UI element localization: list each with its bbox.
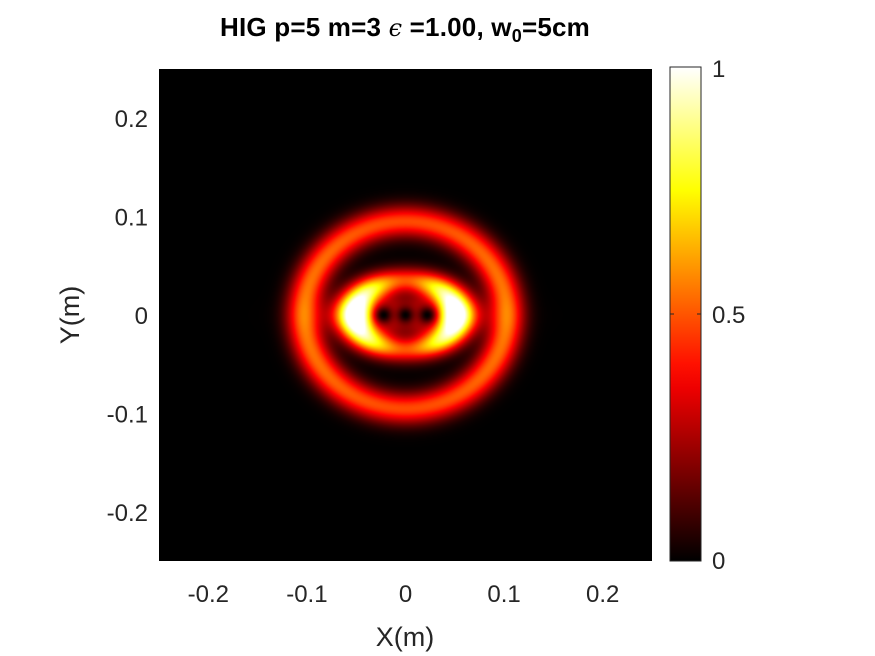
y-tick-label: 0 <box>135 303 148 330</box>
colorbar-ticks: 00.51 <box>670 56 745 575</box>
colorbar-tick-label: 0 <box>712 548 725 575</box>
y-tick-label: 0.2 <box>115 106 148 133</box>
x-axis-label: X(m) <box>376 622 434 652</box>
y-axis-ticks: 0.2 0.1 0 -0.1 -0.2 <box>107 106 148 527</box>
heatmap-image <box>159 69 652 561</box>
y-tick-label: -0.1 <box>107 401 148 428</box>
x-tick-label: 0.1 <box>487 581 520 608</box>
y-tick-label: 0.1 <box>115 205 148 232</box>
colorbar-fill <box>669 66 702 562</box>
colorbar-tick-label: 0.5 <box>712 302 745 329</box>
y-tick-label: -0.2 <box>107 500 148 527</box>
y-axis-label: Y(m) <box>55 286 85 344</box>
x-axis-ticks: -0.2 -0.1 0 0.1 0.2 <box>188 581 620 608</box>
chart-title: HIG p=5 m=3 ϵ =1.00, w0=5cm <box>220 12 590 46</box>
x-tick-label: -0.2 <box>188 581 229 608</box>
colorbar-tick-label: 1 <box>712 56 725 83</box>
x-tick-label: 0.2 <box>586 581 619 608</box>
heatmap-image-container <box>159 69 652 561</box>
x-tick-label: 0 <box>399 581 412 608</box>
x-tick-label: -0.1 <box>286 581 327 608</box>
